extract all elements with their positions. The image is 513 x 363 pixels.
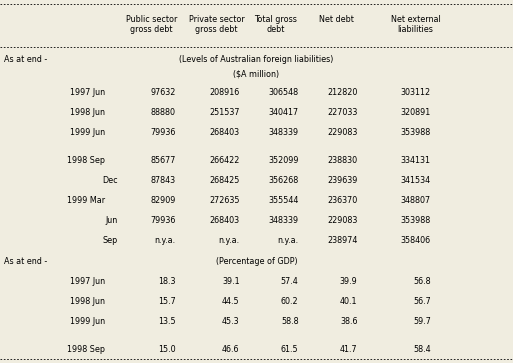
Text: 1998 Sep: 1998 Sep	[67, 345, 105, 354]
Text: 238830: 238830	[327, 156, 358, 165]
Text: 268425: 268425	[209, 176, 240, 185]
Text: 58.4: 58.4	[413, 345, 431, 354]
Text: As at end -: As at end -	[4, 257, 47, 266]
Text: 212820: 212820	[327, 88, 358, 97]
Text: ($A million): ($A million)	[233, 70, 280, 79]
Text: Net external
liabilities: Net external liabilities	[391, 15, 440, 34]
Text: 236370: 236370	[327, 196, 358, 205]
Text: 352099: 352099	[268, 156, 299, 165]
Text: 15.0: 15.0	[158, 345, 175, 354]
Text: 38.6: 38.6	[340, 317, 358, 326]
Text: Public sector
gross debt: Public sector gross debt	[126, 15, 177, 34]
Text: (Percentage of GDP): (Percentage of GDP)	[215, 257, 298, 266]
Text: 59.7: 59.7	[413, 317, 431, 326]
Text: 251537: 251537	[209, 108, 240, 117]
Text: 13.5: 13.5	[158, 317, 175, 326]
Text: As at end -: As at end -	[4, 55, 47, 64]
Text: Total gross
debt: Total gross debt	[254, 15, 298, 34]
Text: Jun: Jun	[106, 216, 118, 225]
Text: n.y.a.: n.y.a.	[219, 236, 240, 245]
Text: 227033: 227033	[327, 108, 358, 117]
Text: 268403: 268403	[209, 216, 240, 225]
Text: 39.9: 39.9	[340, 277, 358, 286]
Text: 1997 Jun: 1997 Jun	[70, 277, 105, 286]
Text: 45.3: 45.3	[222, 317, 240, 326]
Text: Private sector
gross debt: Private sector gross debt	[189, 15, 244, 34]
Text: 341534: 341534	[401, 176, 431, 185]
Text: Dec: Dec	[103, 176, 118, 185]
Text: 348339: 348339	[268, 216, 299, 225]
Text: 88880: 88880	[150, 108, 175, 117]
Text: 61.5: 61.5	[281, 345, 299, 354]
Text: 39.1: 39.1	[222, 277, 240, 286]
Text: 208916: 208916	[209, 88, 240, 97]
Text: 266422: 266422	[209, 156, 240, 165]
Text: 340417: 340417	[268, 108, 299, 117]
Text: Sep: Sep	[103, 236, 118, 245]
Text: 268403: 268403	[209, 128, 240, 137]
Text: 56.7: 56.7	[413, 297, 431, 306]
Text: 1999 Jun: 1999 Jun	[70, 317, 105, 326]
Text: 229083: 229083	[327, 216, 358, 225]
Text: 60.2: 60.2	[281, 297, 299, 306]
Text: 85677: 85677	[150, 156, 175, 165]
Text: n.y.a.: n.y.a.	[154, 236, 175, 245]
Text: 320891: 320891	[401, 108, 431, 117]
Text: 57.4: 57.4	[281, 277, 299, 286]
Text: 1999 Jun: 1999 Jun	[70, 128, 105, 137]
Text: 348339: 348339	[268, 128, 299, 137]
Text: Net debt: Net debt	[319, 15, 353, 24]
Text: 79936: 79936	[150, 128, 175, 137]
Text: 239639: 239639	[327, 176, 358, 185]
Text: 272635: 272635	[209, 196, 240, 205]
Text: 238974: 238974	[327, 236, 358, 245]
Text: (Levels of Australian foreign liabilities): (Levels of Australian foreign liabilitie…	[180, 55, 333, 64]
Text: 1999 Mar: 1999 Mar	[67, 196, 105, 205]
Text: 1998 Jun: 1998 Jun	[70, 297, 105, 306]
Text: 348807: 348807	[401, 196, 431, 205]
Text: 41.7: 41.7	[340, 345, 358, 354]
Text: 15.7: 15.7	[157, 297, 175, 306]
Text: 303112: 303112	[401, 88, 431, 97]
Text: 334131: 334131	[401, 156, 431, 165]
Text: 97632: 97632	[150, 88, 175, 97]
Text: 306548: 306548	[268, 88, 299, 97]
Text: 1997 Jun: 1997 Jun	[70, 88, 105, 97]
Text: 58.8: 58.8	[281, 317, 299, 326]
Text: 1998 Jun: 1998 Jun	[70, 108, 105, 117]
Text: 79936: 79936	[150, 216, 175, 225]
Text: 229083: 229083	[327, 128, 358, 137]
Text: 44.5: 44.5	[222, 297, 240, 306]
Text: 56.8: 56.8	[413, 277, 431, 286]
Text: 355544: 355544	[268, 196, 299, 205]
Text: 18.3: 18.3	[158, 277, 175, 286]
Text: 356268: 356268	[268, 176, 299, 185]
Text: 358406: 358406	[401, 236, 431, 245]
Text: 1998 Sep: 1998 Sep	[67, 156, 105, 165]
Text: 82909: 82909	[150, 196, 175, 205]
Text: 353988: 353988	[401, 216, 431, 225]
Text: 353988: 353988	[401, 128, 431, 137]
Text: n.y.a.: n.y.a.	[278, 236, 299, 245]
Text: 40.1: 40.1	[340, 297, 358, 306]
Text: 46.6: 46.6	[222, 345, 240, 354]
Text: 87843: 87843	[150, 176, 175, 185]
